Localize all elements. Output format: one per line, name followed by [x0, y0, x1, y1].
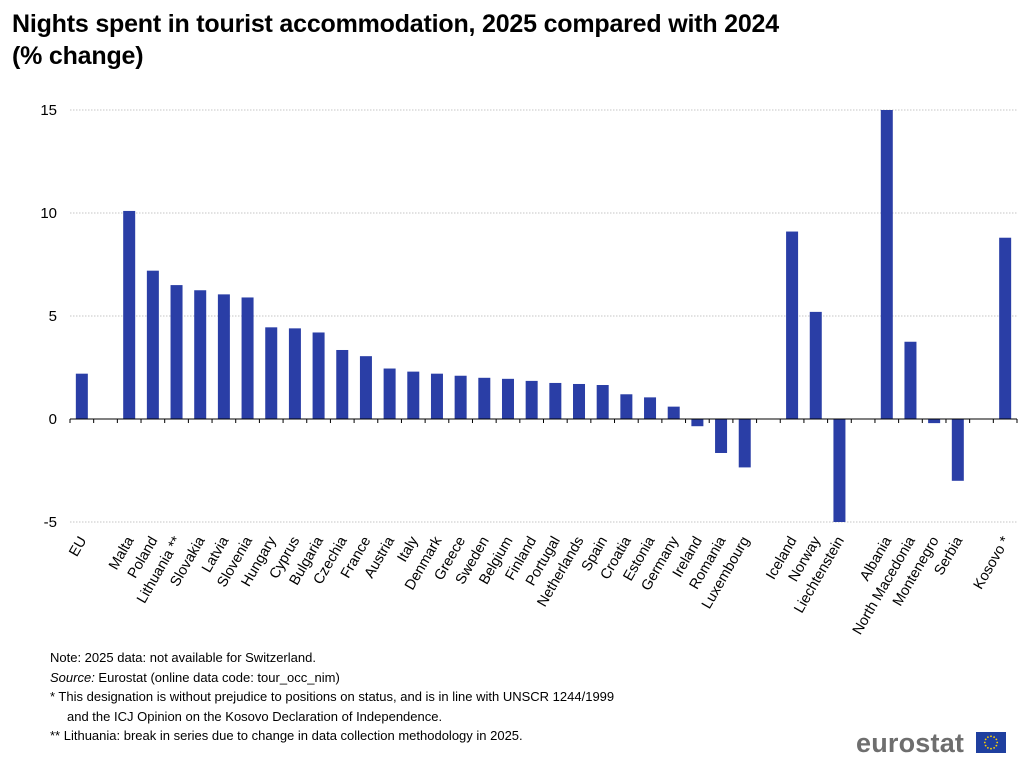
bar	[644, 397, 657, 419]
chart-notes: Note: 2025 data: not available for Switz…	[50, 648, 614, 746]
footnote-kosovo: * This designation is without prejudice …	[50, 689, 615, 704]
bar	[75, 373, 88, 419]
y-tick-label: -5	[44, 514, 57, 531]
bar	[786, 231, 799, 419]
bar	[383, 368, 396, 419]
source-note: Source: Eurostat (online data code: tour…	[50, 668, 614, 688]
eurostat-logo: eurostat	[856, 728, 1016, 758]
x-axis	[69, 418, 1018, 423]
bar	[501, 378, 514, 419]
x-tick-label: Kosovo *	[971, 534, 1014, 593]
bar	[620, 394, 633, 419]
source-text: Eurostat (online data code: tour_occ_nim…	[94, 669, 340, 685]
bar	[194, 290, 207, 419]
chart-title: Nights spent in tourist accommodation, 2…	[12, 8, 992, 72]
source-label: Source:	[50, 669, 95, 685]
bar	[407, 371, 420, 419]
flag-star	[996, 741, 999, 744]
bar	[667, 406, 680, 419]
bar	[999, 237, 1012, 419]
flag-star	[987, 736, 989, 739]
y-tick-label: 15	[40, 102, 57, 119]
bar	[241, 297, 254, 419]
y-axis-tick-labels: -5 0 5 10 15	[40, 102, 57, 531]
x-tick-label: EU	[66, 534, 90, 559]
flag-star	[990, 747, 992, 750]
flag-star	[995, 744, 998, 747]
bar	[265, 327, 278, 419]
flag-star	[995, 738, 998, 741]
bar	[123, 210, 136, 419]
y-tick-label: 0	[49, 411, 57, 428]
availability-note: Note: 2025 data: not available for Switz…	[50, 650, 316, 665]
bar	[217, 294, 230, 419]
eu-flag-icon	[976, 732, 1006, 753]
gridlines	[70, 109, 1017, 523]
footnote-lithuania: ** Lithuania: break in series due to cha…	[50, 728, 523, 743]
bar	[573, 383, 586, 419]
chart-title-line1: Nights spent in tourist accommodation, 2…	[12, 10, 779, 38]
bar	[549, 382, 562, 419]
chart-title-line2: (% change)	[12, 42, 144, 70]
bar	[951, 419, 964, 481]
bar	[336, 349, 349, 419]
bar	[288, 328, 301, 419]
eurostat-wordmark: eurostat	[856, 728, 965, 758]
bar	[146, 270, 159, 419]
flag-star	[993, 746, 995, 749]
flag-star	[987, 746, 989, 749]
bar	[478, 377, 491, 419]
bar	[904, 341, 917, 419]
flag-star	[983, 741, 986, 744]
bar	[691, 419, 704, 427]
bar	[880, 110, 893, 419]
bar	[928, 419, 941, 424]
bar	[596, 385, 609, 419]
flag-star	[984, 738, 987, 741]
flag-star	[993, 736, 995, 739]
bar	[738, 419, 751, 468]
bar	[454, 375, 467, 419]
bar	[312, 332, 325, 419]
bar	[525, 380, 538, 419]
footnote-kosovo-continued: and the ICJ Opinion on the Kosovo Declar…	[67, 708, 443, 724]
bar	[430, 373, 443, 419]
y-tick-label: 10	[40, 205, 57, 222]
bar	[833, 419, 846, 522]
bars	[75, 110, 1012, 522]
bar	[170, 285, 183, 419]
bar	[715, 419, 728, 453]
y-tick-label: 5	[49, 308, 57, 325]
flag-star	[990, 735, 992, 738]
bar	[359, 356, 372, 419]
flag-star	[984, 744, 987, 747]
bar	[809, 311, 822, 419]
